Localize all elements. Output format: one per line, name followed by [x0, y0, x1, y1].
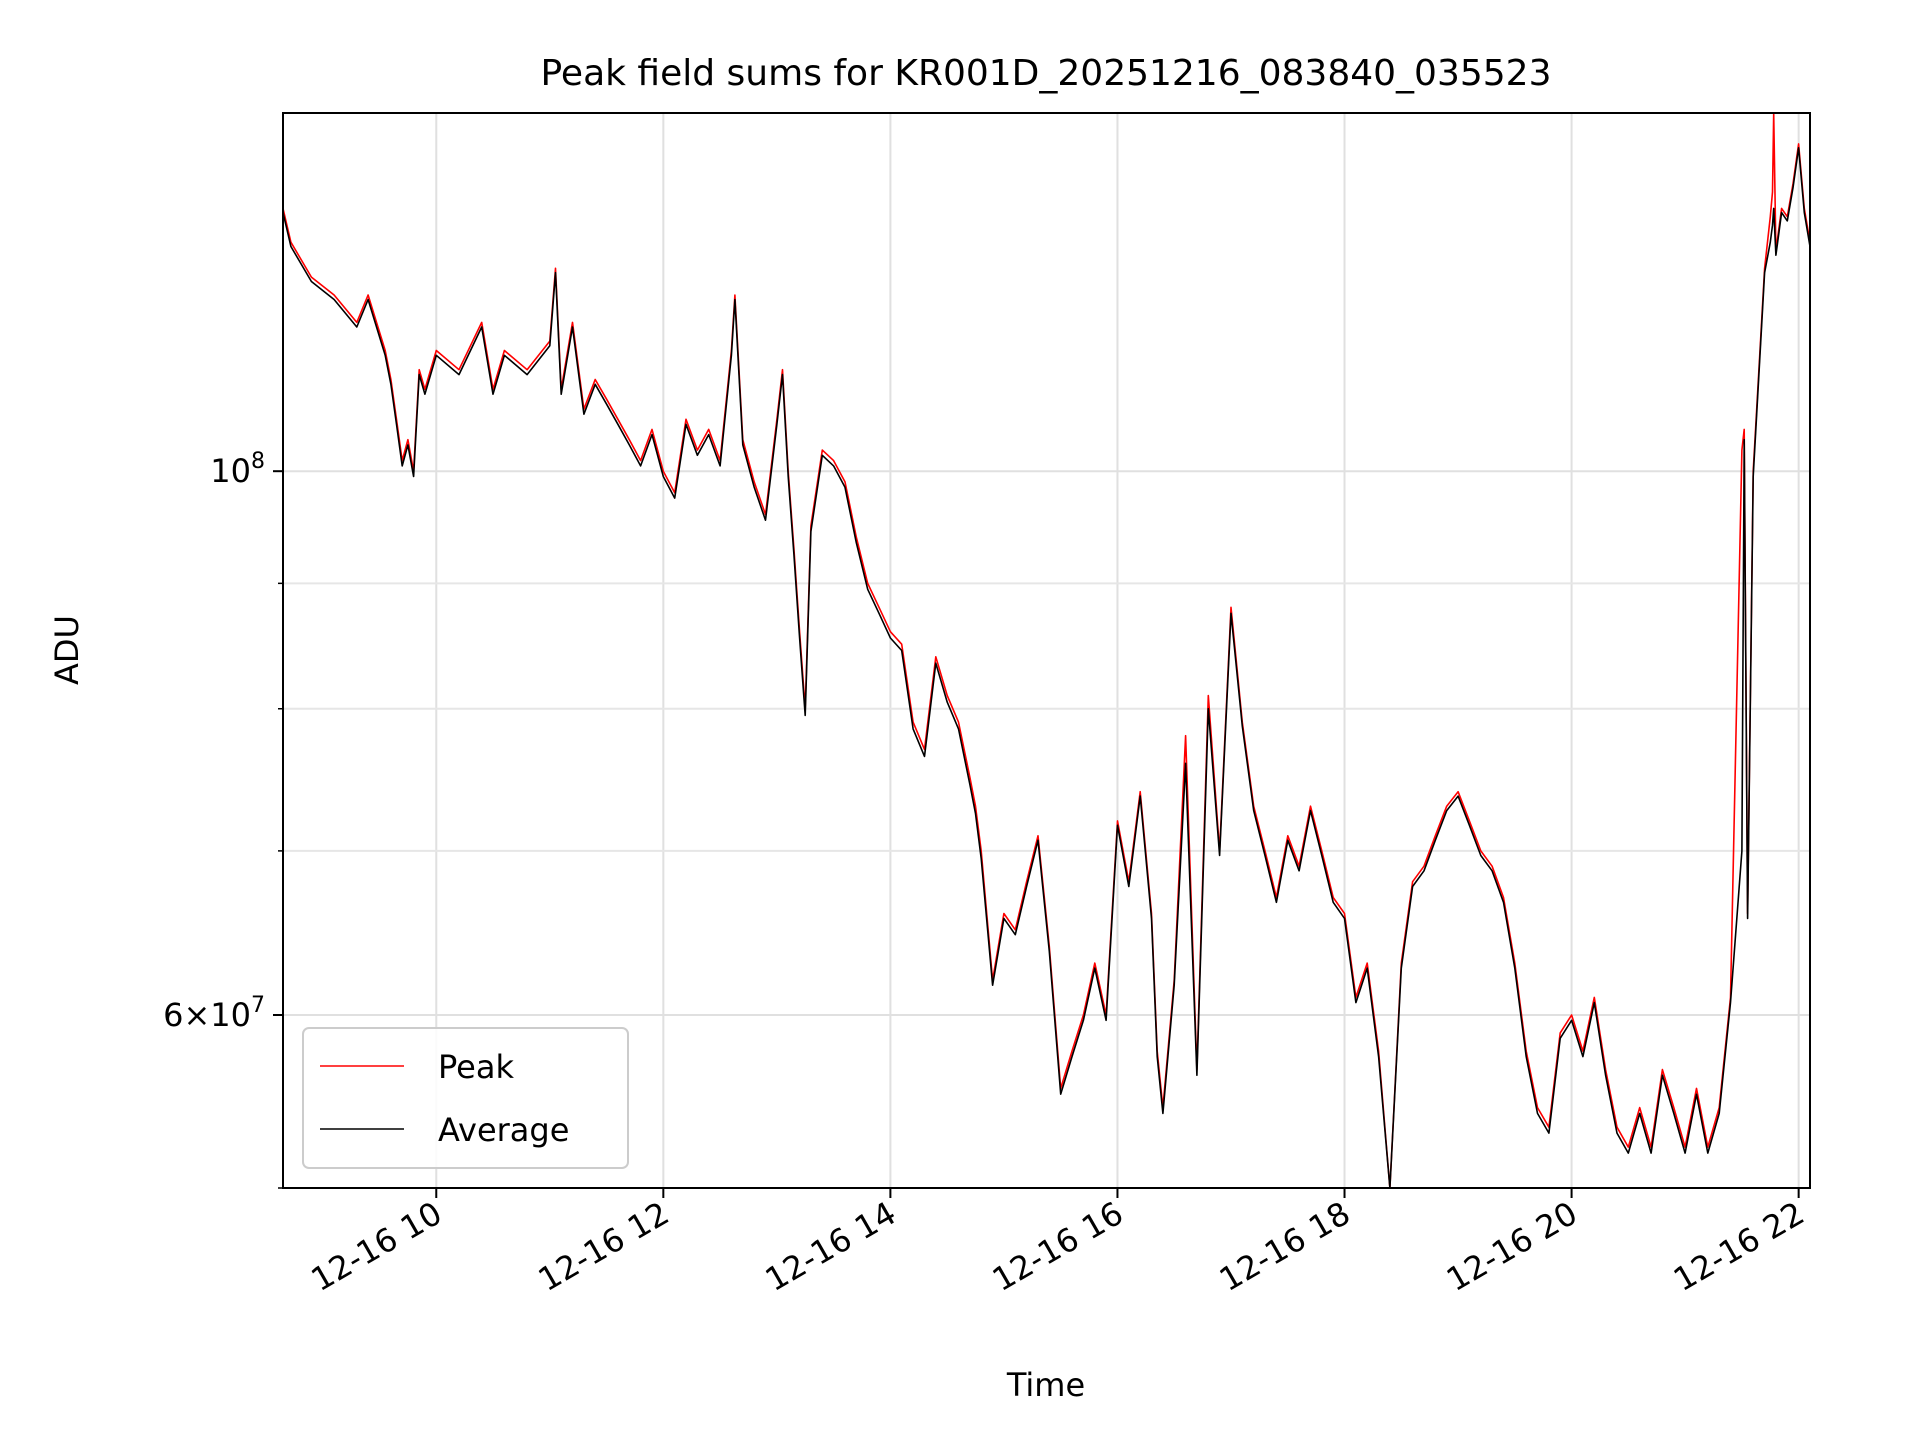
chart-title: Peak field sums for KR001D_20251216_0838…	[541, 53, 1552, 94]
plot-frame	[282, 112, 1811, 1189]
y-tick-label: 6×107	[163, 993, 265, 1034]
series-line-peak	[282, 112, 1811, 1189]
y-tick-label: 108	[210, 449, 265, 490]
y-axis-ticks: 108 6×107	[163, 449, 283, 1189]
legend-label-average: Average	[438, 1111, 569, 1149]
grid-layer	[283, 113, 1810, 1188]
y-axis-label: ADU	[48, 615, 86, 685]
series-line-average	[282, 147, 1811, 1189]
legend-label-peak: Peak	[438, 1048, 514, 1086]
series-layer	[282, 112, 1811, 1189]
legend-box	[302, 1027, 629, 1169]
x-axis-label: Time	[1006, 1366, 1085, 1404]
legend: Peak Average	[302, 1027, 629, 1169]
